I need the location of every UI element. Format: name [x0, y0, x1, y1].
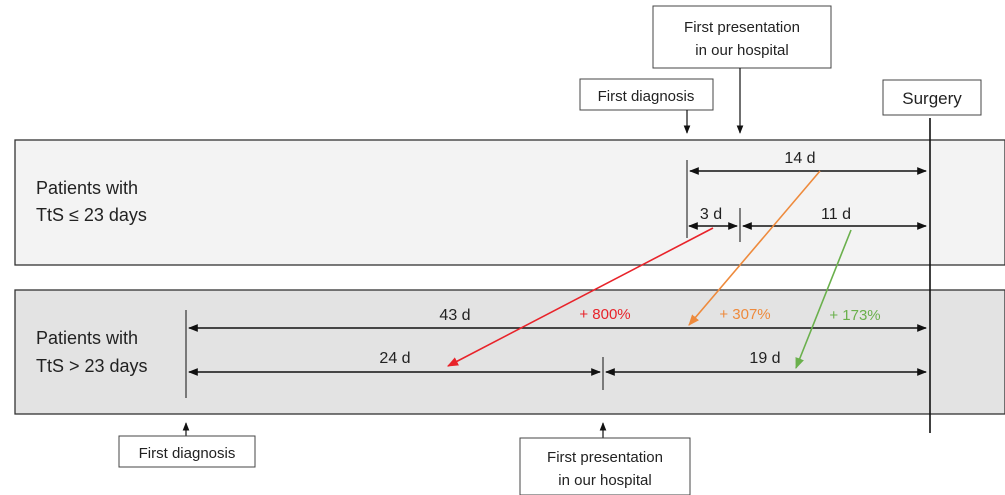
- surgery-label: Surgery: [902, 89, 962, 108]
- change-diag-presentation-label: + 800%: [579, 306, 630, 323]
- group2-label-line2: TtS > 23 days: [36, 356, 148, 376]
- first-diagnosis-bottom-box: First diagnosis: [118, 435, 256, 468]
- first-diagnosis-top-label: First diagnosis: [598, 88, 695, 105]
- change-diag-presentation-arrow: [447, 227, 714, 367]
- surgery-box: Surgery: [882, 79, 982, 116]
- group1-diag-presentation-label: 3 d: [700, 206, 722, 223]
- group2-panel: [14, 289, 1005, 415]
- first-presentation-bottom-line1: First presentation: [547, 449, 663, 466]
- first-presentation-bottom-box: First presentation in our hospital: [519, 437, 691, 495]
- first-presentation-top-line2: in our hospital: [695, 42, 788, 59]
- group2-label-line1: Patients with: [36, 328, 138, 348]
- change-total-arrow: [688, 170, 821, 326]
- first-diagnosis-top-box: First diagnosis: [579, 78, 714, 111]
- first-diagnosis-bottom-label: First diagnosis: [139, 445, 236, 462]
- group1-label-line2: TtS ≤ 23 days: [36, 205, 147, 225]
- change-total-label: + 307%: [719, 306, 770, 323]
- first-presentation-bottom-line2: in our hospital: [558, 472, 651, 489]
- group1-total-label: 14 d: [784, 150, 815, 167]
- group2-diag-presentation-label: 24 d: [379, 350, 410, 367]
- first-presentation-top-box: First presentation in our hospital: [652, 5, 832, 69]
- change-presentation-surgery-label: + 173%: [829, 307, 880, 324]
- change-presentation-surgery-arrow: [795, 229, 852, 370]
- group2-total-label: 43 d: [439, 307, 470, 324]
- group1-presentation-surgery-label: 11 d: [821, 206, 851, 223]
- group1-label-line1: Patients with: [36, 178, 138, 198]
- group2-presentation-surgery-label: 19 d: [749, 350, 780, 367]
- group1-panel: [14, 139, 1005, 266]
- first-presentation-top-line1: First presentation: [684, 19, 800, 36]
